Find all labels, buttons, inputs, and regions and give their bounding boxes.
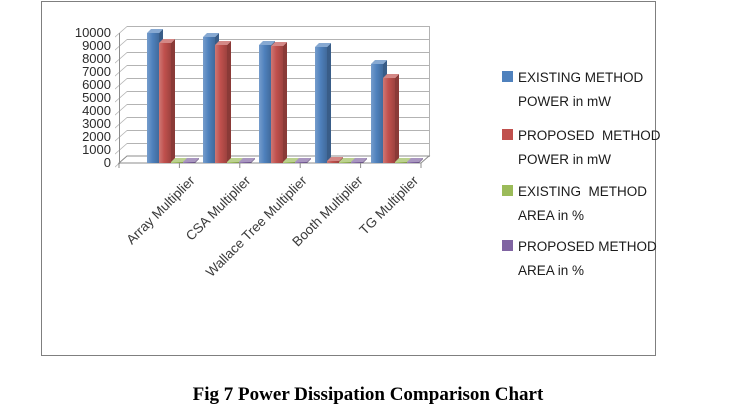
bar: [351, 162, 363, 163]
bar-top-face: [203, 33, 219, 37]
category-label: TG Multiplier: [356, 173, 422, 238]
y-tick-label: 2000: [82, 129, 111, 144]
y-tick: [115, 26, 127, 38]
bar-top-face: [371, 60, 387, 64]
y-tick: [115, 65, 127, 77]
bar: [283, 162, 295, 163]
legend-label: PROPOSED METHOD AREA in %: [518, 239, 657, 278]
bar-side-face: [283, 42, 287, 163]
legend-marker-icon: [502, 240, 513, 251]
bar-side-face: [195, 158, 199, 163]
y-tick-label: 0: [103, 155, 111, 170]
bar-top-face: [315, 43, 331, 47]
bar-top-face: [147, 29, 163, 33]
category-label: Wallace Tree Multiplier: [202, 173, 310, 280]
bar-side-face: [395, 74, 399, 163]
bar-side-face: [307, 158, 311, 163]
legend-item: PROPOSED METHOD POWER in mW: [502, 124, 661, 172]
bar-top-face: [215, 41, 231, 45]
legend-item: EXISTING METHOD AREA in %: [502, 180, 647, 228]
bar: [371, 64, 383, 163]
bar-side-face: [419, 158, 423, 163]
bar: [239, 162, 251, 163]
y-tick: [115, 117, 127, 129]
bar-top-face: [259, 41, 275, 45]
bar-side-face: [227, 41, 231, 163]
bar: [327, 161, 339, 163]
y-tick: [115, 91, 127, 103]
gridline: [127, 26, 429, 27]
y-tick: [115, 78, 127, 90]
chart-frame: 10000 9000 8000 7000 6000 5000 4000 3000 2000 100…: [41, 1, 661, 356]
bar: [271, 46, 283, 163]
bar-top-face: [183, 158, 199, 162]
chart-legend: EXISTING METHOD POWER in mW PROPOSED METH…: [502, 2, 696, 356]
legend-marker-icon: [502, 71, 513, 82]
y-tick-label: 8000: [82, 51, 111, 66]
bar-top-face: [227, 158, 243, 162]
bar-top-face: [239, 158, 255, 162]
plot-area: 10000 9000 8000 7000 6000 5000 4000 3000 2000 100…: [42, 2, 655, 355]
bar: [203, 37, 215, 163]
y-tick: [115, 104, 127, 116]
legend-label: PROPOSED METHOD POWER in mW: [518, 128, 661, 167]
legend-marker-icon: [502, 129, 513, 140]
bar: [407, 162, 419, 163]
bar: [215, 45, 227, 163]
bar-side-face: [327, 43, 331, 163]
y-tick-label: 3000: [82, 116, 111, 131]
figure-caption: Fig 7 Power Dissipation Comparison Chart: [192, 384, 544, 405]
bar-top-face: [351, 158, 367, 162]
y-tick-label: 6000: [82, 77, 111, 92]
legend-item: PROPOSED METHOD AREA in %: [502, 235, 657, 283]
gridline: [127, 39, 429, 40]
y-tick-label: 1000: [82, 142, 111, 157]
bar: [147, 33, 159, 163]
y-axis-line: [119, 33, 120, 164]
bar: [383, 78, 395, 163]
bar-top-face: [171, 158, 187, 162]
y-tick-label: 5000: [82, 90, 111, 105]
bar: [171, 162, 183, 163]
y-tick: [115, 52, 127, 64]
legend-marker-icon: [502, 185, 513, 196]
bar: [315, 47, 327, 163]
bar-top-face: [383, 74, 399, 78]
bar-top-face: [159, 39, 175, 43]
legend-label: EXISTING METHOD POWER in mW: [518, 70, 644, 109]
legend-item: EXISTING METHOD POWER in mW: [502, 66, 643, 114]
bar-side-face: [363, 158, 367, 163]
bar: [259, 45, 271, 163]
y-tick-label: 10000: [74, 25, 111, 40]
bar-top-face: [407, 158, 423, 162]
y-tick: [115, 39, 127, 51]
bar: [395, 162, 407, 163]
bar: [227, 162, 239, 163]
legend-label: EXISTING METHOD AREA in %: [518, 184, 648, 223]
y-tick-label: 4000: [82, 103, 111, 118]
bar: [295, 162, 307, 163]
bar-top-face: [283, 158, 299, 162]
bar: [339, 162, 351, 163]
bar-top-face: [339, 158, 355, 162]
y-tick-label: 9000: [82, 38, 111, 53]
plot-left-wall: [115, 26, 127, 168]
bar-top-face: [271, 42, 287, 46]
bar-top-face: [295, 158, 311, 162]
y-tick-label: 7000: [82, 64, 111, 79]
bar-top-face: [327, 157, 343, 161]
bar-side-face: [171, 39, 175, 163]
bar-top-face: [395, 158, 411, 162]
bar-side-face: [251, 158, 255, 163]
bar: [159, 43, 171, 163]
bar: [183, 162, 195, 163]
y-tick: [115, 130, 127, 142]
